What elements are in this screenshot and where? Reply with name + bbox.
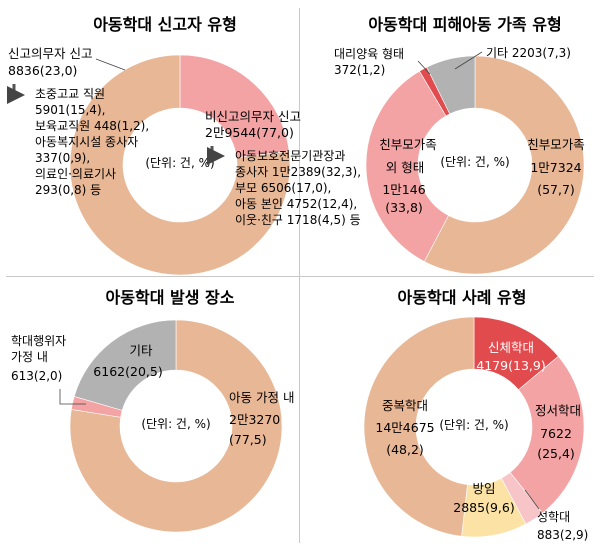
chart1-a-detail-6: 293(0,8) 등 xyxy=(35,183,101,197)
chart1-a-detail-4: 337(0,9), xyxy=(35,151,90,165)
chart2-slice-3 xyxy=(426,55,476,115)
chart1-leader-a xyxy=(95,58,126,71)
chart2-label-3-value: 372(1,2) xyxy=(334,63,385,77)
chart3-label-3-name: 기타 xyxy=(129,343,153,358)
chart2-label-2-name2: 외 형태 xyxy=(386,160,424,175)
chart4-label-1-name: 신체학대 xyxy=(488,340,534,355)
chart-abuse-location: 아동학대 발생 장소 (단위: 건, %) 아동 가정 내 2만3270 (77… xyxy=(11,288,294,533)
chart3-slice-2 xyxy=(73,319,177,411)
chart1-a-arrow-icon xyxy=(7,84,25,104)
chart1-slice-1 xyxy=(69,54,291,276)
chart2-label-2-pct: (33,8) xyxy=(385,200,423,215)
chart2-title: 아동학대 피해아동 가족 유형 xyxy=(368,15,561,34)
chart4-slice-4 xyxy=(363,316,475,537)
chart4-label-4-value: 2885(9,6) xyxy=(453,500,514,515)
chart2-label-3-name: 대리양육 형태 xyxy=(334,47,404,61)
chart3-label-1-name: 아동 가정 내 xyxy=(229,390,294,405)
chart1-b-detail-4: 이웃·친구 1718(4,5) 등 xyxy=(235,213,361,227)
chart4-label-4-name: 방임 xyxy=(472,481,495,496)
chart1-a-detail-1: 5901(15,4), xyxy=(35,103,105,117)
chart3-label-2-value: 613(2,0) xyxy=(11,369,62,383)
chart2-label-4: 기타 2203(7,3) xyxy=(486,46,571,60)
chart3-label-2-name: 학대행위자 xyxy=(11,333,66,348)
chart1-b-detail-1: 종사자 1만2389(32,3), xyxy=(235,165,361,179)
chart2-leader-3 xyxy=(417,60,431,75)
chart1-b-value: 2만9544(77,0) xyxy=(205,125,294,140)
chart4-leader-3 xyxy=(524,489,540,510)
chart1-a-detail-0: 초중고교 직원 xyxy=(35,87,105,101)
horizontal-divider xyxy=(6,276,594,277)
chart4-title: 아동학대 사례 유형 xyxy=(398,288,527,307)
chart4-label-5-value: 14만4675 xyxy=(375,420,434,435)
chart1-a-detail-5: 의료인·의료기사 xyxy=(35,167,116,181)
chart2-label-2-name: 친부모가족 xyxy=(379,137,437,152)
chart1-center-label: (단위: 건, %) xyxy=(145,156,214,170)
chart3-leader-2 xyxy=(59,389,86,405)
chart3-label-1-pct: (77,5) xyxy=(229,432,267,447)
chart-family-type: 아동학대 피해아동 가족 유형 (단위: 건, %) 친부모가족 1만7324 … xyxy=(334,15,585,275)
chart1-donut xyxy=(69,54,291,276)
chart4-label-5-name: 중복학대 xyxy=(382,398,428,413)
chart3-title: 아동학대 발생 장소 xyxy=(106,288,235,307)
chart2-label-2-value: 1만146 xyxy=(382,182,425,197)
chart3-label-1-value: 2만3270 xyxy=(229,412,280,427)
chart3-donut xyxy=(69,319,283,533)
chart1-a-value: 8836(23,0) xyxy=(8,63,77,78)
chart1-a-detail-2: 보육교직원 448(1,2), xyxy=(35,119,149,133)
chart2-donut xyxy=(365,55,585,275)
chart3-slice-0 xyxy=(69,319,283,533)
chart1-slice-0 xyxy=(179,54,290,159)
chart2-leader-4 xyxy=(454,51,483,70)
chart2-label-1-pct: (57,7) xyxy=(537,182,575,197)
chart3-label-2-name2: 가정 내 xyxy=(11,350,48,364)
chart2-center-label: (단위: 건, %) xyxy=(440,155,509,169)
chart1-a-detail-3: 아동복지시설 종사자 xyxy=(35,135,138,149)
chart4-label-2-pct: (25,4) xyxy=(537,446,575,461)
chart4-label-3-name: 성학대 xyxy=(537,510,570,524)
chart4-center-label: (단위: 건, %) xyxy=(439,418,508,432)
chart-abuse-type: 아동학대 사례 유형 (단위: 건, %) 신체학대 4179(13,9) 정서… xyxy=(363,288,588,542)
chart4-label-1-value: 4179(13,9) xyxy=(476,358,545,373)
chart4-label-2-name: 정서학대 xyxy=(535,403,581,418)
chart1-b-detail-0: 아동보호전문기관장과 xyxy=(235,149,345,163)
chart1-a-title: 신고의무자 신고 xyxy=(8,46,92,61)
chart1-b-title: 비신고의무자 신고 xyxy=(205,109,301,124)
chart1-b-detail-3: 아동 본인 4752(12,4), xyxy=(235,197,357,211)
chart4-slice-1 xyxy=(509,355,585,514)
chart2-label-1-value: 1만7324 xyxy=(530,160,581,175)
chart4-label-3-value: 883(2,9) xyxy=(537,528,588,542)
chart4-label-2-value: 7622 xyxy=(540,426,572,441)
chart4-label-5-pct: (48,2) xyxy=(386,442,424,457)
chart4-donut xyxy=(363,316,585,538)
vertical-divider xyxy=(299,8,300,543)
chart1-b-detail-2: 부모 6506(17,0), xyxy=(235,181,331,195)
chart-reporter-type: 아동학대 신고자 유형 (단위: 건, %) 신고의무자 신고 8836(23,… xyxy=(7,15,361,276)
chart2-slice-0 xyxy=(423,55,585,275)
chart3-center-label: (단위: 건, %) xyxy=(141,417,210,431)
chart2-slice-1 xyxy=(365,70,449,262)
chart1-title: 아동학대 신고자 유형 xyxy=(93,15,237,34)
chart1-b-arrow-icon xyxy=(207,146,225,165)
chart3-label-3-value: 6162(20,5) xyxy=(93,364,162,379)
chart2-label-1-name: 친부모가족 xyxy=(527,137,585,152)
